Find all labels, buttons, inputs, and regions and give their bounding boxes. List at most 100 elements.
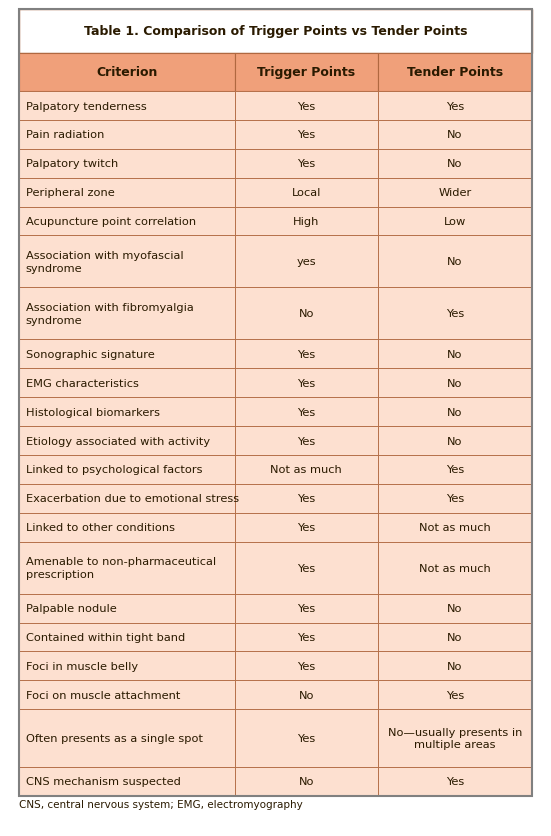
Text: Linked to other conditions: Linked to other conditions [26, 522, 175, 533]
Bar [19, 179, 235, 207]
Text: Wider: Wider [438, 188, 472, 198]
Bar [378, 237, 532, 288]
Bar [235, 92, 378, 121]
Bar [19, 542, 235, 594]
Bar [378, 179, 532, 207]
Bar [235, 542, 378, 594]
Text: Yes: Yes [446, 309, 464, 319]
Text: Often presents as a single spot: Often presents as a single spot [26, 733, 203, 743]
Bar [378, 681, 532, 709]
Bar [19, 150, 235, 179]
Bar [19, 369, 235, 398]
Bar [19, 767, 235, 796]
Bar [19, 54, 235, 92]
Text: Contained within tight band: Contained within tight band [26, 632, 185, 642]
Text: No: No [299, 690, 314, 700]
Text: No: No [447, 604, 463, 614]
Bar [378, 426, 532, 456]
Text: Yes: Yes [297, 604, 315, 614]
Bar [378, 369, 532, 398]
Bar [19, 623, 235, 651]
Bar [235, 340, 378, 369]
Text: No: No [447, 159, 463, 169]
Text: Yes: Yes [297, 130, 315, 140]
Text: Etiology associated with activity: Etiology associated with activity [26, 436, 210, 446]
Text: Criterion: Criterion [96, 66, 158, 79]
Bar [235, 651, 378, 681]
Text: Palpable nodule: Palpable nodule [26, 604, 117, 614]
Text: Yes: Yes [297, 522, 315, 533]
Bar [235, 426, 378, 456]
Bar [378, 767, 532, 796]
Bar [235, 484, 378, 513]
Text: Histological biomarkers: Histological biomarkers [26, 407, 160, 417]
Bar [19, 594, 235, 623]
Bar [19, 10, 532, 54]
Text: No—usually presents in
multiple areas: No—usually presents in multiple areas [388, 727, 522, 749]
Text: Yes: Yes [297, 101, 315, 111]
Text: Yes: Yes [297, 632, 315, 642]
Text: Local: Local [291, 188, 321, 198]
Text: Pain radiation: Pain radiation [26, 130, 104, 140]
Bar [235, 207, 378, 237]
Bar [235, 369, 378, 398]
Text: Exacerbation due to emotional stress: Exacerbation due to emotional stress [26, 494, 239, 504]
Text: Yes: Yes [446, 690, 464, 700]
Text: Linked to psychological factors: Linked to psychological factors [26, 465, 202, 475]
Text: Amenable to non-pharmaceutical
prescription: Amenable to non-pharmaceutical prescript… [26, 557, 216, 579]
Text: Table 1. Comparison of Trigger Points vs Tender Points: Table 1. Comparison of Trigger Points vs… [84, 25, 467, 38]
Text: Yes: Yes [297, 159, 315, 169]
Text: No: No [447, 257, 463, 268]
Text: Yes: Yes [297, 563, 315, 573]
Bar [19, 340, 235, 369]
Bar [19, 484, 235, 513]
Text: Peripheral zone: Peripheral zone [26, 188, 115, 198]
Text: No: No [447, 379, 463, 389]
Text: Yes: Yes [297, 379, 315, 389]
Bar [19, 121, 235, 150]
Text: CNS mechanism suspected: CNS mechanism suspected [26, 777, 181, 787]
Text: Tender Points: Tender Points [407, 66, 503, 79]
Text: No: No [447, 436, 463, 446]
Bar [19, 398, 235, 426]
Text: Association with fibromyalgia
syndrome: Association with fibromyalgia syndrome [26, 303, 193, 325]
Bar [235, 594, 378, 623]
Text: Yes: Yes [297, 733, 315, 743]
Bar [235, 681, 378, 709]
Text: No: No [447, 632, 463, 642]
Bar [235, 767, 378, 796]
Bar [378, 92, 532, 121]
Text: Yes: Yes [446, 465, 464, 475]
Bar [235, 623, 378, 651]
Bar [378, 513, 532, 542]
Bar [378, 594, 532, 623]
Text: Not as much: Not as much [419, 563, 491, 573]
Bar [235, 513, 378, 542]
Bar [378, 623, 532, 651]
Text: Yes: Yes [297, 494, 315, 504]
Bar [19, 681, 235, 709]
Bar [235, 121, 378, 150]
Text: Yes: Yes [297, 436, 315, 446]
Text: Yes: Yes [297, 661, 315, 671]
Text: Palpatory twitch: Palpatory twitch [26, 159, 118, 169]
Text: Yes: Yes [297, 407, 315, 417]
Bar [235, 709, 378, 767]
Text: Not as much: Not as much [419, 522, 491, 533]
Bar [378, 709, 532, 767]
Bar [378, 121, 532, 150]
Text: No: No [447, 407, 463, 417]
Text: Not as much: Not as much [271, 465, 342, 475]
Text: Foci in muscle belly: Foci in muscle belly [26, 661, 138, 671]
Text: Yes: Yes [446, 494, 464, 504]
Bar [235, 150, 378, 179]
Bar [378, 484, 532, 513]
Text: Acupuncture point correlation: Acupuncture point correlation [26, 217, 196, 227]
Bar [378, 54, 532, 92]
Bar [378, 398, 532, 426]
Text: No: No [299, 309, 314, 319]
Bar [378, 207, 532, 237]
Text: Low: Low [444, 217, 466, 227]
Bar [235, 179, 378, 207]
Text: yes: yes [296, 257, 316, 268]
